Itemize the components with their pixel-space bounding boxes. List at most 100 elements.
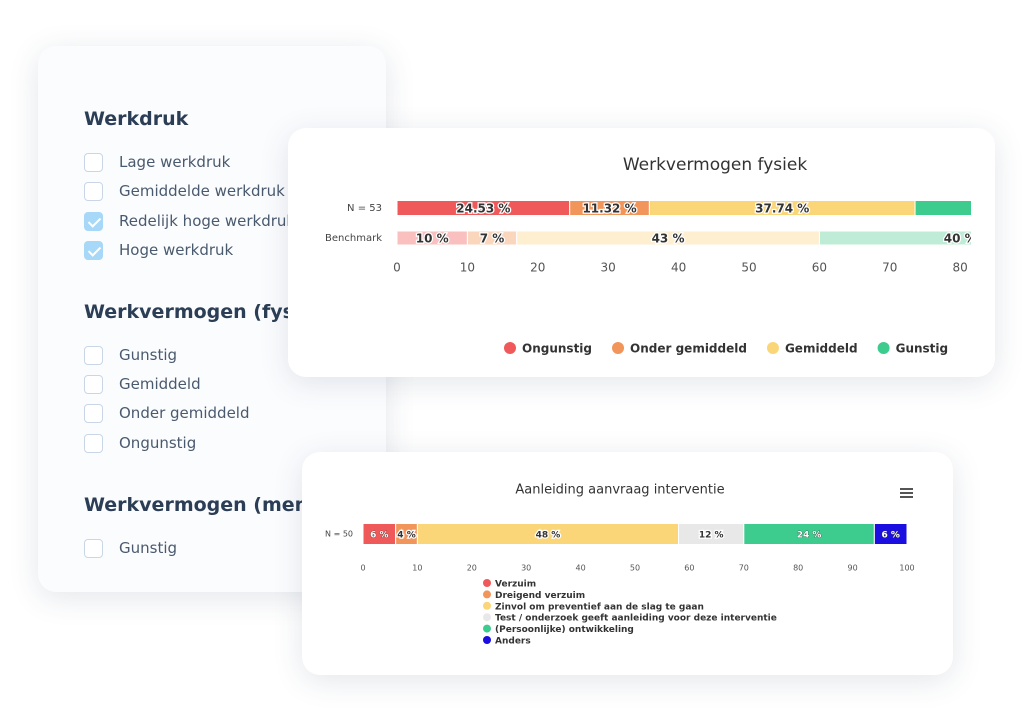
value-label: 11.32 % [582, 202, 636, 216]
legend-label: Test / onderzoek geeft aanleiding voor d… [495, 614, 777, 624]
menu-icon[interactable] [900, 488, 913, 498]
checkbox[interactable] [84, 211, 103, 231]
checkbox-option[interactable]: Redelijk hoge werkdruk [84, 210, 295, 232]
value-label: 43 % [652, 232, 685, 246]
bar-segment [873, 523, 908, 545]
value-label: 48 % [536, 531, 561, 541]
value-label: 6 % [370, 531, 388, 541]
section-title: Werkvermogen (mentaal) [84, 494, 359, 516]
checkbox-option[interactable]: Hoge werkdruk [84, 239, 233, 261]
value-label: 26.41 % [981, 202, 995, 216]
option-label: Ongunstig [119, 434, 197, 452]
chart-card: 010203040506070809010024.53 %11.32 %37.7… [288, 128, 995, 377]
checkbox[interactable] [84, 374, 103, 394]
x-tick-label: 10 [412, 564, 422, 573]
x-tick-label: 90 [848, 564, 858, 573]
option-label: Gunstig [119, 346, 178, 364]
legend-marker [483, 601, 491, 610]
option-label: Lage werkdruk [119, 153, 231, 171]
checkbox-option[interactable]: Gemiddelde werkdruk [84, 180, 285, 202]
legend-marker [766, 342, 779, 354]
legend-label: Gunstig [896, 342, 949, 356]
option-label: Gunstig [119, 539, 178, 557]
x-tick-label: 20 [530, 261, 545, 275]
checkbox-option[interactable]: Lage werkdruk [84, 151, 230, 173]
checkbox[interactable] [84, 181, 103, 201]
chart: 010203040506070809010024.53 %11.32 %37.7… [325, 155, 995, 356]
checkbox[interactable] [84, 538, 103, 558]
checkbox-option[interactable]: Gunstig [84, 537, 177, 559]
legend-marker [483, 579, 491, 587]
x-tick-label: 0 [393, 261, 401, 275]
checkbox[interactable] [84, 240, 103, 260]
x-tick-label: 40 [671, 261, 686, 275]
category-label: N = 53 [347, 203, 382, 214]
legend-marker [612, 342, 625, 354]
x-tick-label: 70 [739, 564, 749, 573]
option-label: Hoge werkdruk [119, 241, 234, 259]
value-label: 10 % [416, 232, 449, 246]
chart-title: Aanleiding aanvraag interventie [515, 483, 724, 498]
value-label: 24 % [797, 531, 822, 541]
value-label: 40 % [944, 232, 977, 246]
legend-label: Anders [495, 637, 531, 647]
checkbox[interactable] [84, 152, 103, 172]
checkbox-option[interactable]: Gunstig [84, 344, 177, 366]
chart-title: Werkvermogen fysiek [623, 155, 807, 175]
x-tick-label: 100 [899, 564, 914, 573]
checkbox[interactable] [84, 433, 103, 453]
legend-label: Gemiddeld [785, 342, 858, 356]
category-label: N = 50 [325, 530, 353, 539]
legend-marker [483, 624, 491, 633]
legend-label: Ongunstig [522, 342, 592, 356]
legend-label: Onder gemiddeld [630, 342, 747, 356]
legend-marker [504, 342, 516, 354]
option-label: Gemiddelde werkdruk [119, 182, 285, 200]
x-tick-label: 0 [360, 564, 365, 573]
checkbox-option[interactable]: Onder gemiddeld [84, 402, 250, 424]
plot: 0 10 20 30 40 50 60 70 80 90 100 6 % 4 % 48 % 12 % 24 %… [360, 523, 915, 573]
checkbox[interactable] [84, 403, 103, 423]
value-label: 7 % [480, 232, 505, 246]
x-tick-label: 70 [882, 261, 897, 275]
x-tick-label: 60 [684, 564, 694, 573]
x-tick-label: 10 [460, 261, 475, 275]
legend-marker [483, 636, 491, 644]
checkbox-option[interactable]: Gemiddeld [84, 373, 201, 395]
value-label: 6 % [881, 531, 899, 541]
x-tick-label: 60 [812, 261, 827, 275]
section-title: Werkvermogen (fysiek) [84, 301, 335, 323]
plot: 010203040506070809010024.53 %11.32 %37.7… [393, 200, 995, 275]
section-title: Werkdruk [84, 108, 189, 130]
bar-segment [914, 200, 971, 216]
option-label: Gemiddeld [119, 375, 201, 393]
x-tick-label: 80 [953, 261, 968, 275]
legend-marker [483, 613, 491, 622]
category-label: Benchmark [325, 233, 382, 244]
x-tick-label: 50 [630, 564, 640, 573]
legend-label: Zinvol om preventief aan de slag te gaan [495, 602, 704, 612]
legend-marker [483, 590, 491, 599]
value-label: 12 % [699, 531, 724, 541]
chart-card: 0 10 20 30 40 50 60 70 80 90 100 6 % 4 % 48 % 12 % 24 %… [302, 452, 953, 675]
option-label: Redelijk hoge werkdruk [119, 212, 296, 230]
legend-label: (Persoonlijke) ontwikkeling [495, 625, 634, 635]
value-label: 24.53 % [456, 202, 510, 216]
x-tick-label: 50 [741, 261, 756, 275]
x-tick-label: 30 [601, 261, 616, 275]
x-tick-label: 30 [521, 564, 531, 573]
bar-segment [818, 230, 971, 246]
option-label: Onder gemiddeld [119, 404, 250, 422]
checkbox-option[interactable]: Ongunstig [84, 432, 196, 454]
legend-label: Dreigend verzuim [495, 591, 585, 601]
chart: 0 10 20 30 40 50 60 70 80 90 100 6 % 4 % 48 % 12 % 24 %… [325, 483, 915, 647]
x-tick-label: 40 [576, 564, 586, 573]
x-tick-label: 80 [793, 564, 803, 573]
checkbox[interactable] [84, 345, 103, 365]
value-label: 37.74 % [755, 202, 809, 216]
value-label: 4 % [397, 531, 415, 541]
x-tick-label: 20 [467, 564, 477, 573]
legend-label: Verzuim [495, 580, 536, 590]
legend-marker [877, 342, 890, 354]
